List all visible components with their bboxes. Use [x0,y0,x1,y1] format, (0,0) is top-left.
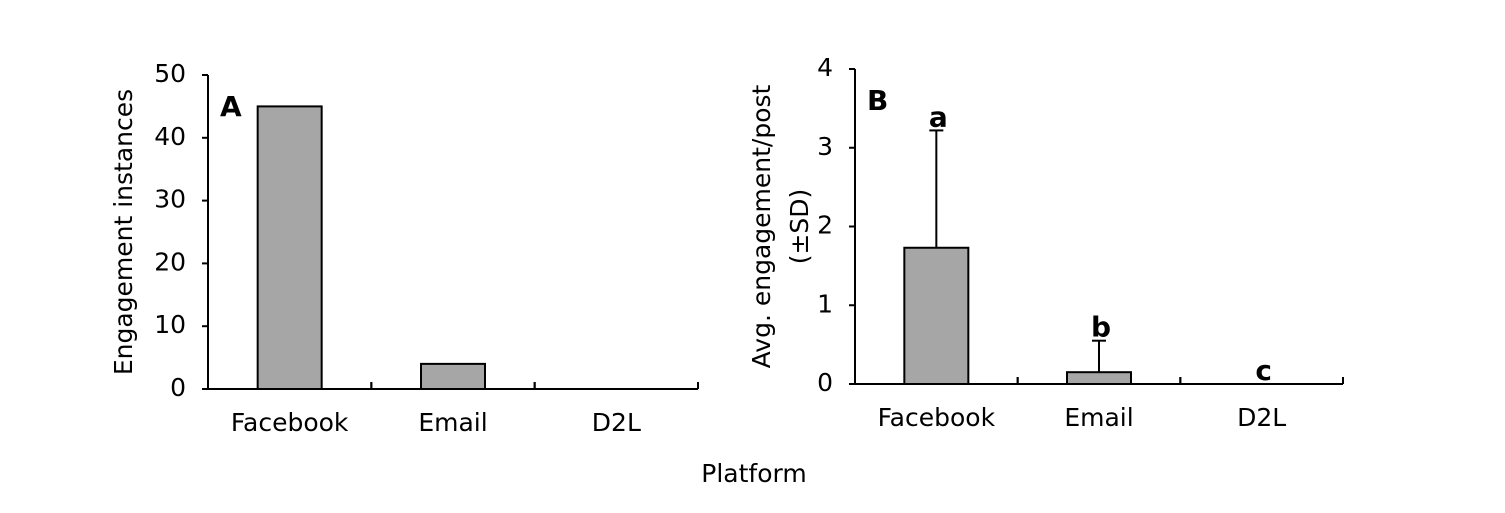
panel-label: B [867,84,888,117]
y-axis-label: Engagement instances [109,89,138,375]
significance-letter: b [1091,311,1111,344]
bar [1066,371,1132,385]
x-tick-label: Facebook [878,403,996,432]
x-axis-label: Platform [701,459,806,488]
bar [420,362,486,391]
panel-label: A [220,90,242,123]
x-tick-label: Email [1064,403,1133,432]
y-tick-label: 4 [817,53,833,82]
x-tick-label: D2L [592,408,641,437]
y-tick-label: 10 [154,310,186,339]
bar [256,105,323,391]
y-tick-label: 0 [817,368,833,397]
x-tick-label: Email [418,408,487,437]
y-axis-label: (±SD) [785,189,814,265]
y-tick-label: 0 [170,373,186,402]
y-tick-label: 1 [817,289,833,318]
significance-letter: a [929,100,948,133]
y-tick-label: 30 [154,185,186,214]
y-tick-label: 50 [154,59,186,88]
y-tick-label: 20 [154,247,186,276]
y-tick-label: 40 [154,122,186,151]
y-tick-label: 2 [817,211,833,240]
significance-letter: c [1255,354,1272,387]
y-tick-label: 3 [817,132,833,161]
bar [903,246,970,385]
x-tick-label: Facebook [231,408,349,437]
x-tick-label: D2L [1237,403,1286,432]
y-axis-label: Avg. engagement/post [747,84,776,368]
